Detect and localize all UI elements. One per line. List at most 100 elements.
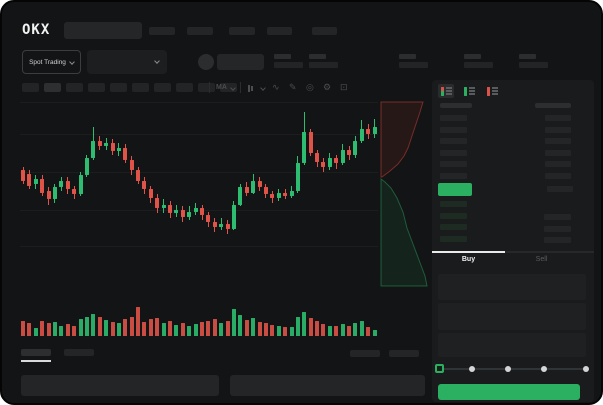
timeframe-button[interactable] xyxy=(66,83,83,92)
timeframe-button[interactable] xyxy=(132,83,149,92)
timeframe-button[interactable] xyxy=(154,83,171,92)
timeframe-button[interactable] xyxy=(110,83,127,92)
candle-body xyxy=(161,204,166,209)
bottom-action-1[interactable] xyxy=(350,350,380,357)
wave-icon[interactable]: ∿ xyxy=(272,82,280,92)
bid-amount[interactable] xyxy=(544,225,571,232)
timeframe-button-active[interactable] xyxy=(44,83,61,92)
nav-item-5[interactable] xyxy=(312,27,337,35)
bottom-tab-2[interactable] xyxy=(64,349,94,356)
gear-icon[interactable]: ⚙ xyxy=(323,82,332,92)
ask-amount[interactable] xyxy=(545,115,571,121)
market-type-selector[interactable]: Spot Trading xyxy=(22,50,81,74)
combined-book-icon[interactable] xyxy=(438,84,454,98)
chevron-down-icon[interactable] xyxy=(260,85,266,91)
timeframe-row xyxy=(22,83,237,92)
volume-bar xyxy=(52,322,57,336)
ask-price[interactable] xyxy=(440,149,467,156)
slider-stop-100[interactable] xyxy=(583,366,589,372)
nav-item-2[interactable] xyxy=(187,27,213,35)
volume-bar xyxy=(97,316,102,336)
volume-bar xyxy=(110,321,115,336)
bid-price[interactable] xyxy=(440,235,467,242)
volume-bar xyxy=(359,321,364,336)
ask-amount[interactable] xyxy=(545,149,571,156)
slider-stop-25[interactable] xyxy=(469,366,475,372)
candle-body xyxy=(46,190,51,200)
bottom-field-right[interactable] xyxy=(230,375,425,396)
ask-price[interactable] xyxy=(440,115,467,121)
volume-bar xyxy=(321,323,326,336)
chevron-down-icon xyxy=(69,59,75,65)
nav-item-4[interactable] xyxy=(267,27,292,35)
volume-bar xyxy=(46,322,51,336)
ask-amount[interactable] xyxy=(545,138,571,144)
timeframe-button[interactable] xyxy=(220,83,237,92)
slider-handle[interactable] xyxy=(435,364,444,373)
timeframe-button[interactable] xyxy=(22,83,39,92)
bid-price[interactable] xyxy=(440,212,467,219)
candle-body xyxy=(72,189,77,195)
ask-price[interactable] xyxy=(440,172,467,179)
ask-price[interactable] xyxy=(440,138,467,144)
timeframe-button[interactable] xyxy=(88,83,105,92)
depth-bids-area xyxy=(380,178,428,287)
pencil-icon[interactable]: ✎ xyxy=(289,82,297,92)
nav-item-1[interactable] xyxy=(149,27,175,35)
expand-icon[interactable]: ⊡ xyxy=(340,82,348,92)
timeframe-button[interactable] xyxy=(198,83,215,92)
candlestick-chart[interactable] xyxy=(20,98,378,294)
candle-body xyxy=(78,175,83,195)
candle-body xyxy=(104,142,109,147)
ticker-stat-2 xyxy=(399,54,428,68)
ask-price[interactable] xyxy=(440,126,467,133)
percent-slider-track[interactable] xyxy=(440,368,588,370)
ask-amount[interactable] xyxy=(545,126,571,133)
timeframe-button[interactable] xyxy=(176,83,193,92)
total-input[interactable] xyxy=(438,333,586,357)
bid-price[interactable] xyxy=(440,201,467,207)
buy-button[interactable] xyxy=(438,384,580,400)
volume-bar xyxy=(340,323,345,336)
amount-input[interactable] xyxy=(438,303,586,330)
volume-bar xyxy=(123,318,128,336)
header-button[interactable] xyxy=(217,54,264,70)
candle-body xyxy=(366,128,371,135)
price-input[interactable] xyxy=(438,274,586,300)
candle-body xyxy=(52,187,57,200)
nav-item-3[interactable] xyxy=(229,27,255,35)
volume-bar xyxy=(251,318,256,336)
candle-type-icon[interactable] xyxy=(248,84,255,92)
bottom-action-2[interactable] xyxy=(389,350,419,357)
volume-bar xyxy=(155,317,160,336)
ask-amount[interactable] xyxy=(545,172,571,179)
candle-body xyxy=(295,163,300,191)
candle-body xyxy=(263,187,268,195)
avatar[interactable] xyxy=(198,54,214,70)
depth-asks-area xyxy=(380,101,424,178)
bid-price[interactable] xyxy=(440,224,467,230)
volume-bar xyxy=(136,307,141,336)
search-input[interactable] xyxy=(64,22,142,39)
ticker-stat-1 xyxy=(309,54,338,68)
asks-book-icon[interactable] xyxy=(484,84,500,98)
ma-indicator-button[interactable]: MA xyxy=(216,84,227,91)
tab-sell[interactable]: Sell xyxy=(535,256,548,263)
bid-amount[interactable] xyxy=(544,214,571,220)
bottom-tab-active[interactable] xyxy=(21,349,51,356)
candle-body xyxy=(33,178,38,184)
candle-body xyxy=(40,178,45,193)
bids-book-icon[interactable] xyxy=(461,84,477,98)
camera-icon[interactable]: ◎ xyxy=(306,82,314,92)
candle-body xyxy=(289,190,294,197)
tab-buy[interactable]: Buy xyxy=(461,256,476,263)
bid-amount[interactable] xyxy=(544,237,571,243)
slider-stop-50[interactable] xyxy=(505,366,511,372)
ask-amount[interactable] xyxy=(545,161,571,167)
ask-price[interactable] xyxy=(440,161,467,167)
bottom-field-left[interactable] xyxy=(21,375,219,396)
volume-bar xyxy=(104,320,109,336)
pair-selector[interactable] xyxy=(87,50,167,74)
slider-stop-75[interactable] xyxy=(541,366,547,372)
candle-body xyxy=(21,170,25,181)
